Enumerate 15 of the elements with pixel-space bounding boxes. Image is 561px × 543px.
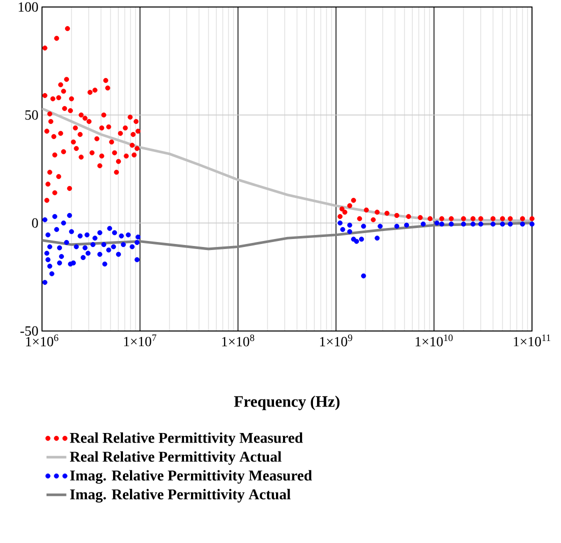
x-tick-label: 1×10$^{8}$ [222, 334, 254, 346]
y-tick-label: 100 [18, 2, 38, 12]
x-tick-label: 1×10$^{11}$ [514, 334, 550, 346]
x-tick-label: 1×10$^{7}$ [124, 334, 156, 346]
legend-label: Imag. Relative Permittivity Measured [70, 470, 312, 484]
legend-label: Real Relative Permittivity Actual [70, 451, 282, 465]
y-tick-label: 50 [25, 110, 38, 120]
x-tick-label: 1×10$^{6}$ [26, 334, 58, 346]
x-axis-title: Frequency (Hz) [234, 396, 340, 410]
y-tick-label: -50 [20, 326, 38, 336]
y-tick-label: 0 [32, 218, 38, 228]
legend-label: Imag. Relative Permittivity Actual [70, 488, 291, 503]
legend-label: Real Relative Permittivity Measured [70, 432, 303, 446]
x-tick-label: 1×10$^{10}$ [416, 334, 453, 346]
x-tick-label: 1×10$^{9}$ [320, 334, 352, 346]
